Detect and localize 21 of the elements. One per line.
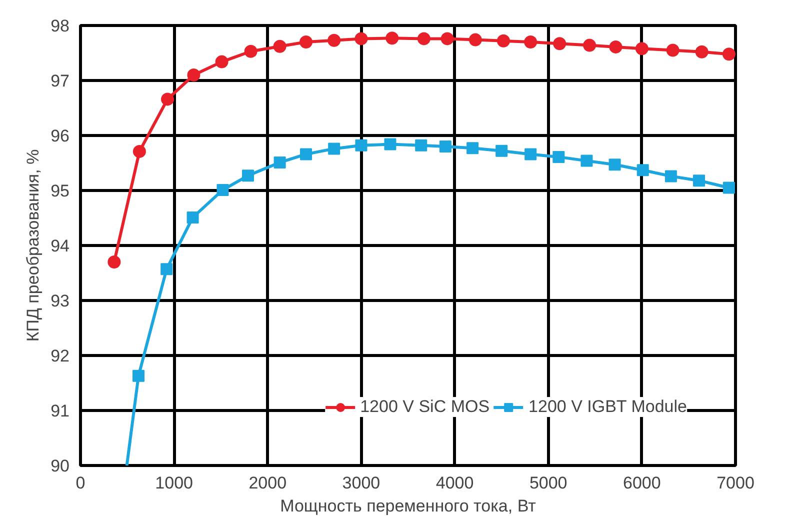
x-tick-label: 3000: [342, 474, 380, 492]
x-tick-label: 2000: [248, 474, 287, 492]
legend-label: 1200 V IGBT Module: [528, 397, 687, 417]
y-tick-label: 91: [50, 402, 70, 420]
x-tick-label: 4000: [436, 474, 474, 492]
y-tick-label: 97: [50, 72, 70, 90]
y-tick-label: 94: [50, 236, 70, 256]
x-tick-label: 7000: [716, 474, 754, 492]
x-tick-label: 5000: [529, 474, 568, 492]
y-tick-label: 96: [50, 126, 70, 146]
y-tick-label: 98: [50, 16, 70, 36]
y-tick-label: 90: [50, 456, 70, 476]
x-tick-label: 1000: [155, 474, 193, 492]
x-axis-title: Мощность переменного тока, Вт: [280, 496, 536, 516]
y-tick-label: 92: [50, 346, 70, 366]
x-tick-label: 6000: [623, 474, 661, 492]
y-tick-label: 93: [50, 292, 70, 310]
y-tick-label: 95: [50, 182, 70, 200]
legend-label: 1200 V SiC MOS: [360, 397, 490, 417]
x-tick-label: 0: [76, 474, 86, 492]
y-axis-title: КПД преобразования, %: [24, 149, 43, 342]
